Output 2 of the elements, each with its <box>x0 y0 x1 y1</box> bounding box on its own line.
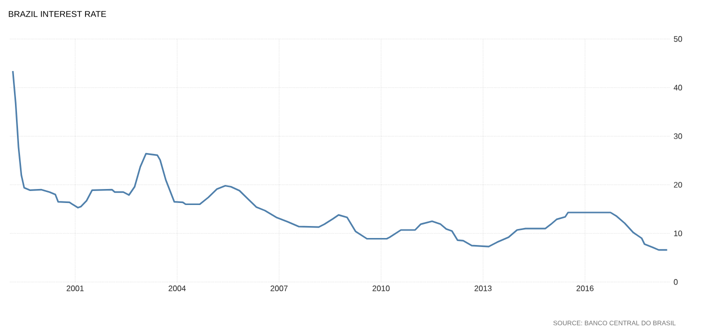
line-series <box>12 70 668 251</box>
chart-title: BRAZIL INTEREST RATE <box>8 11 106 17</box>
